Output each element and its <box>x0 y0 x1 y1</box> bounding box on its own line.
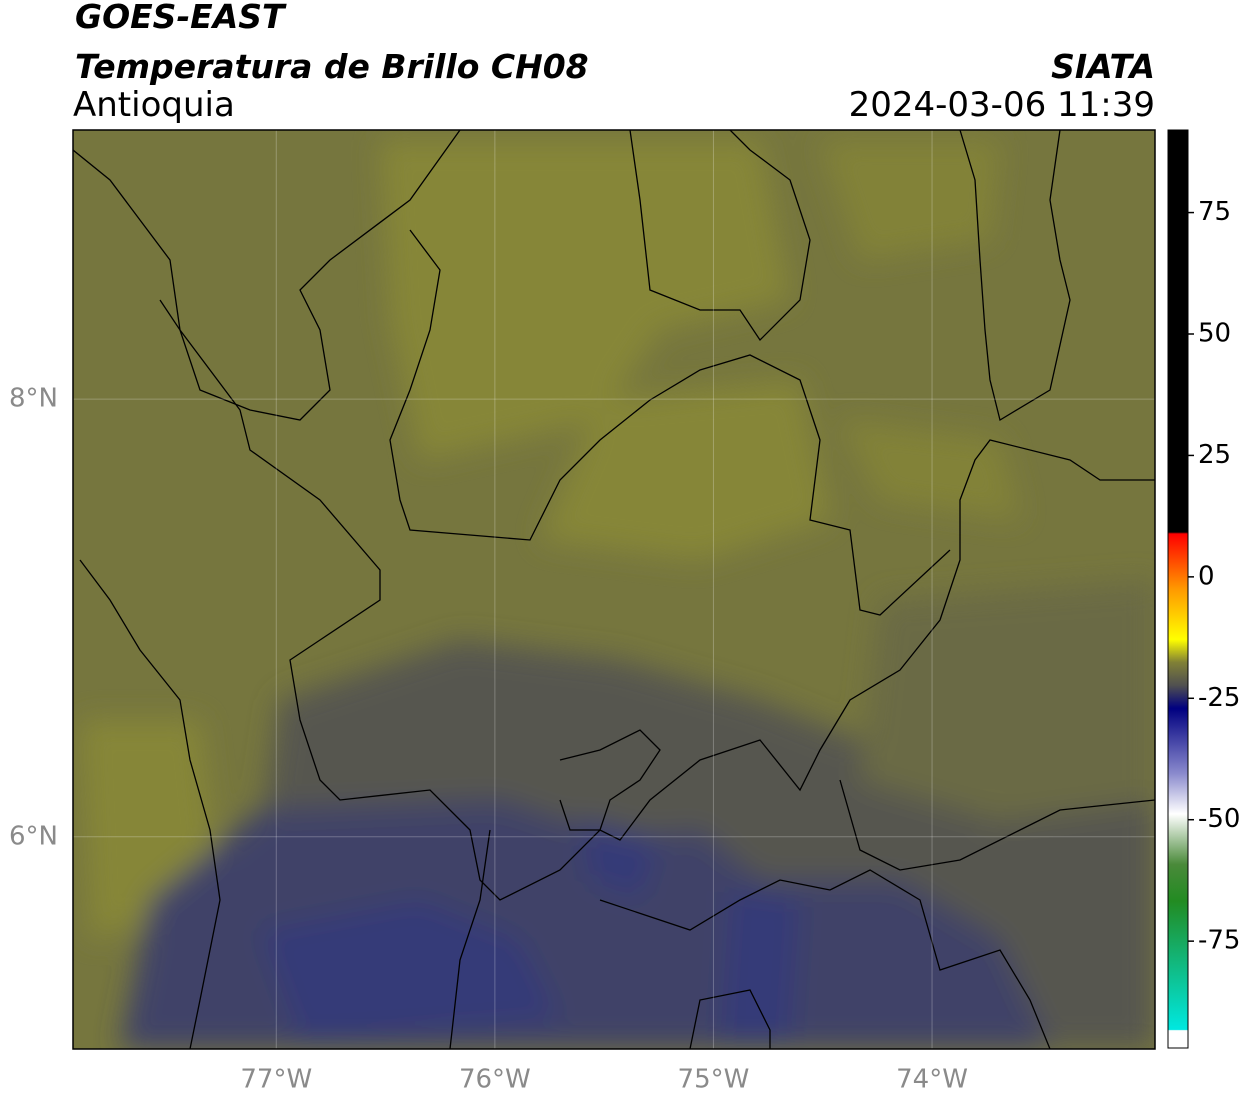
datetime: 2024-03-06 11:39 <box>849 85 1155 125</box>
x-tick-label: 74°W <box>896 1065 968 1095</box>
colorbar-tick-label: 50 <box>1198 319 1231 349</box>
colorbar-tick-label: -75 <box>1198 926 1240 956</box>
map-grid <box>73 130 1155 1049</box>
colorbar-tick-label: 75 <box>1198 197 1231 227</box>
x-tick-label: 76°W <box>459 1065 531 1095</box>
source: SIATA <box>1051 47 1155 86</box>
x-tick-label: 75°W <box>678 1065 750 1095</box>
colorbar-tick-label: -25 <box>1198 683 1240 713</box>
map-field <box>73 130 1155 1049</box>
satellite-title: GOES-EAST <box>75 0 287 36</box>
y-tick-label: 8°N <box>9 384 58 414</box>
colorbar-tick-label: 0 <box>1198 561 1215 591</box>
x-tick-label: 77°W <box>240 1065 312 1095</box>
map-frame <box>72 129 1156 1050</box>
region: Antioquia <box>73 85 235 125</box>
y-tick-label: 6°N <box>9 821 58 851</box>
colorbar-tick-label: 25 <box>1198 440 1231 470</box>
colorbar-tick-label: -50 <box>1198 804 1240 834</box>
colorbar <box>1167 129 1189 1049</box>
product-title: Temperatura de Brillo CH08 <box>75 47 589 86</box>
